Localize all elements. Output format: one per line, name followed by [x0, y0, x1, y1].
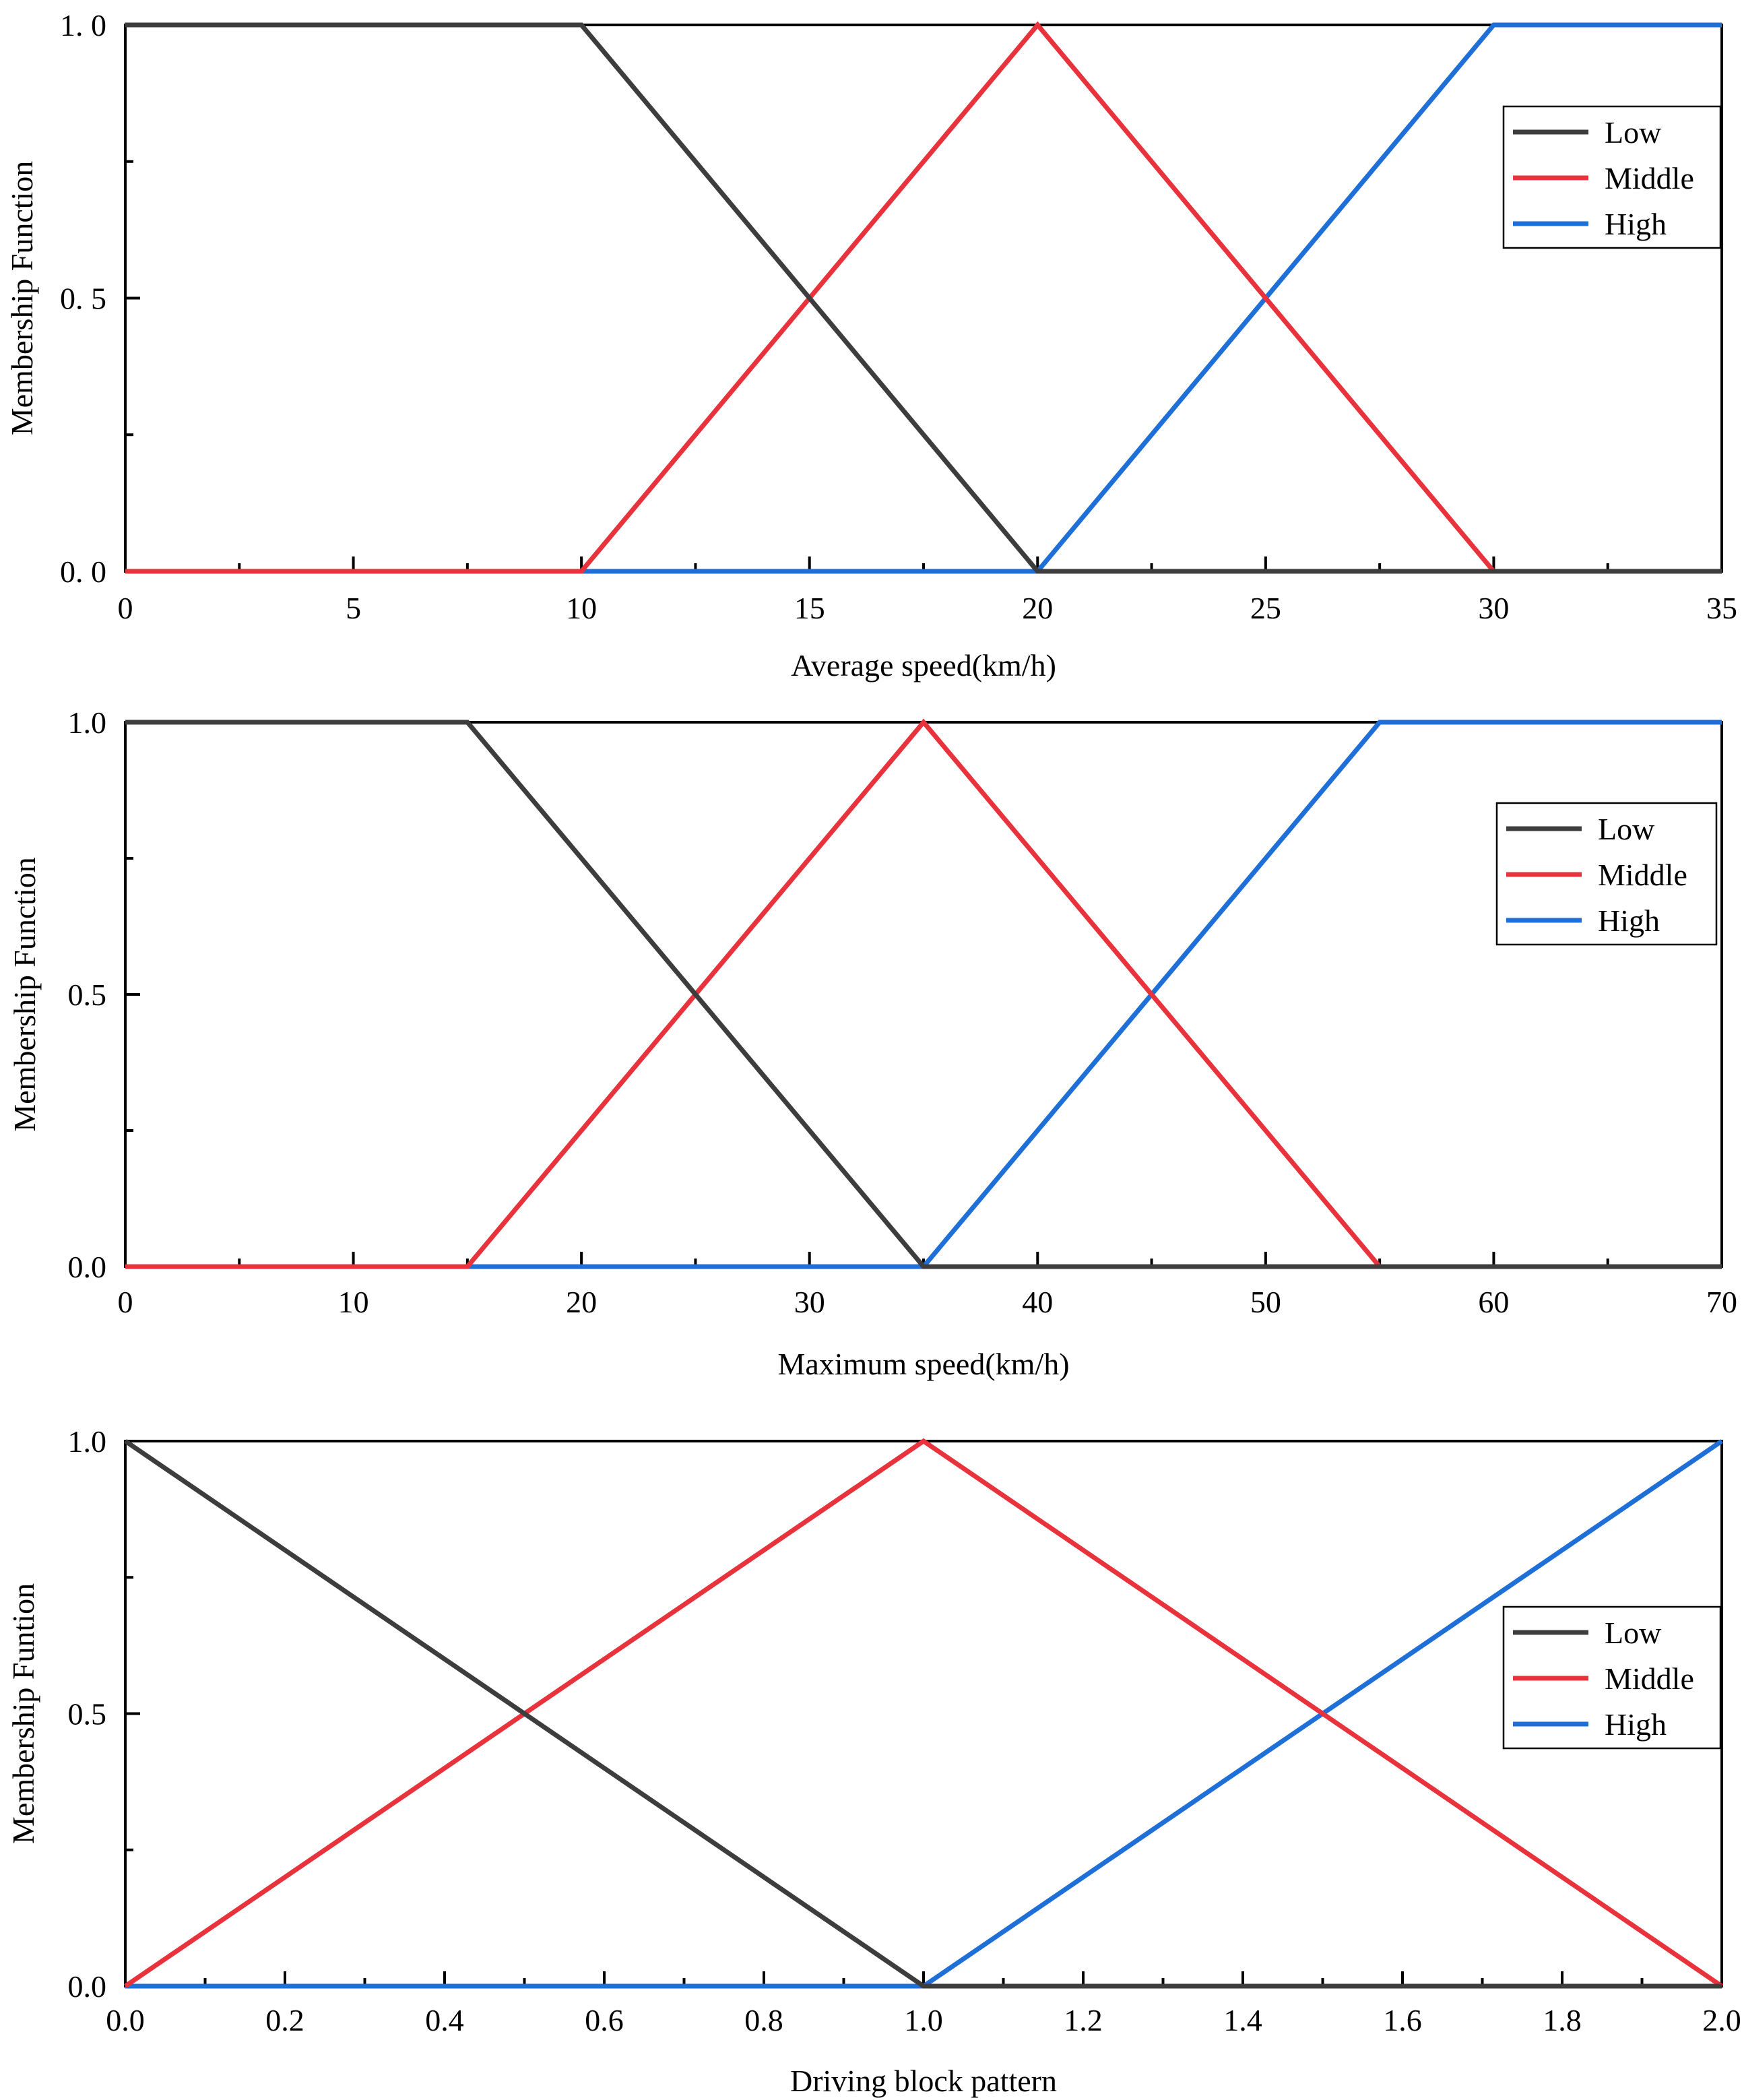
plot-frame	[124, 721, 1723, 1268]
legend-label-middle: Middle	[1605, 1661, 1694, 1696]
x-tick-label: 30	[1478, 591, 1509, 625]
x-tick-label: 1.4	[1223, 2003, 1262, 2037]
series-line-high	[125, 1439, 1723, 1989]
x-tick-label: 35	[1706, 591, 1737, 625]
x-tick-label: 1.0	[904, 2003, 943, 2037]
legend: Low Middle High	[1495, 802, 1718, 946]
legend-label-low: Low	[1605, 115, 1662, 150]
legend-label-middle: Middle	[1598, 858, 1687, 892]
x-tick-label: 0.2	[265, 2003, 304, 2037]
x-tick-label: 0.8	[744, 2003, 783, 2037]
x-tick-label: 60	[1478, 1285, 1509, 1319]
y-axis-label: Membership Funtion	[6, 1583, 40, 1844]
legend-label-high: High	[1605, 1707, 1667, 1742]
chart-panel-3: 0.0 0.2 0.4 0.6 0.8 1.0 1.2 1.4 1.6 1.8 2.0 0.0 0.5 1…	[6, 1424, 1741, 2098]
x-tick-label: 50	[1250, 1285, 1281, 1319]
x-axis-label: Driving block pattern	[790, 2064, 1057, 2098]
x-tick-label: 2.0	[1702, 2003, 1741, 2037]
y-axis-label: Membership Function	[7, 857, 42, 1132]
plot-frame	[124, 1440, 1723, 1987]
x-tick-label: 5	[346, 591, 361, 625]
x-tick-label: 0.4	[425, 2003, 464, 2037]
x-tick-label: 10	[566, 591, 597, 625]
series-line-low	[125, 720, 1722, 1269]
series-line-low	[125, 22, 1722, 574]
series-line-high	[125, 22, 1722, 574]
legend: Low Middle High	[1502, 105, 1722, 249]
x-tick-label: 10	[338, 1285, 369, 1319]
x-tick-label: 20	[566, 1285, 597, 1319]
legend-label-low: Low	[1598, 812, 1655, 846]
legend-label-middle: Middle	[1605, 161, 1694, 195]
series-line-middle	[125, 718, 1722, 1269]
chart-panel-1: 0 5 10 15 20 25 30 35 0. 0 0. 5 1. 0 Average speed(…	[5, 8, 1737, 682]
plot-frame	[124, 24, 1723, 573]
y-tick-label: 1.0	[68, 1424, 107, 1459]
x-tick-label: 40	[1022, 1285, 1053, 1319]
x-tick-label: 1.6	[1383, 2003, 1422, 2037]
y-tick-label: 0.5	[68, 1697, 107, 1731]
y-tick-label: 0.5	[68, 978, 107, 1012]
y-tick-label: 0. 5	[60, 282, 106, 316]
y-tick-label: 0.0	[68, 1250, 107, 1284]
series-line-middle	[125, 21, 1722, 574]
legend: Low Middle High	[1502, 1605, 1722, 1750]
x-tick-label: 15	[794, 591, 825, 625]
series-line-middle	[124, 1438, 1723, 1988]
x-tick-label: 25	[1250, 591, 1281, 625]
y-tick-label: 0. 0	[60, 554, 106, 589]
x-tick-label: 30	[794, 1285, 825, 1319]
x-tick-label: 1.8	[1543, 2003, 1582, 2037]
legend-label-high: High	[1598, 903, 1660, 938]
x-tick-label: 0.6	[585, 2003, 624, 2037]
legend-label-high: High	[1605, 207, 1667, 241]
x-tick-label: 70	[1706, 1285, 1737, 1319]
series-line-low	[124, 1439, 1722, 1989]
x-tick-label: 0	[118, 591, 133, 625]
x-tick-label: 1.2	[1064, 2003, 1103, 2037]
x-axis-label: Maximum speed(km/h)	[777, 1347, 1069, 1381]
x-tick-label: 0	[118, 1285, 133, 1319]
x-tick-label: 20	[1022, 591, 1053, 625]
y-axis-label: Membership Function	[5, 161, 39, 436]
y-tick-label: 1.0	[68, 705, 107, 740]
legend-label-low: Low	[1605, 1616, 1662, 1650]
y-tick-label: 0.0	[68, 1969, 107, 2004]
chart-panel-2: 0 10 20 30 40 50 60 70 0.0 0.5 1.0 Maximum speed(km…	[7, 705, 1737, 1381]
series-line-high	[125, 720, 1722, 1269]
y-tick-label: 1. 0	[60, 8, 106, 42]
x-tick-label: 0.0	[106, 2003, 145, 2037]
x-axis-label: Average speed(km/h)	[791, 648, 1056, 682]
